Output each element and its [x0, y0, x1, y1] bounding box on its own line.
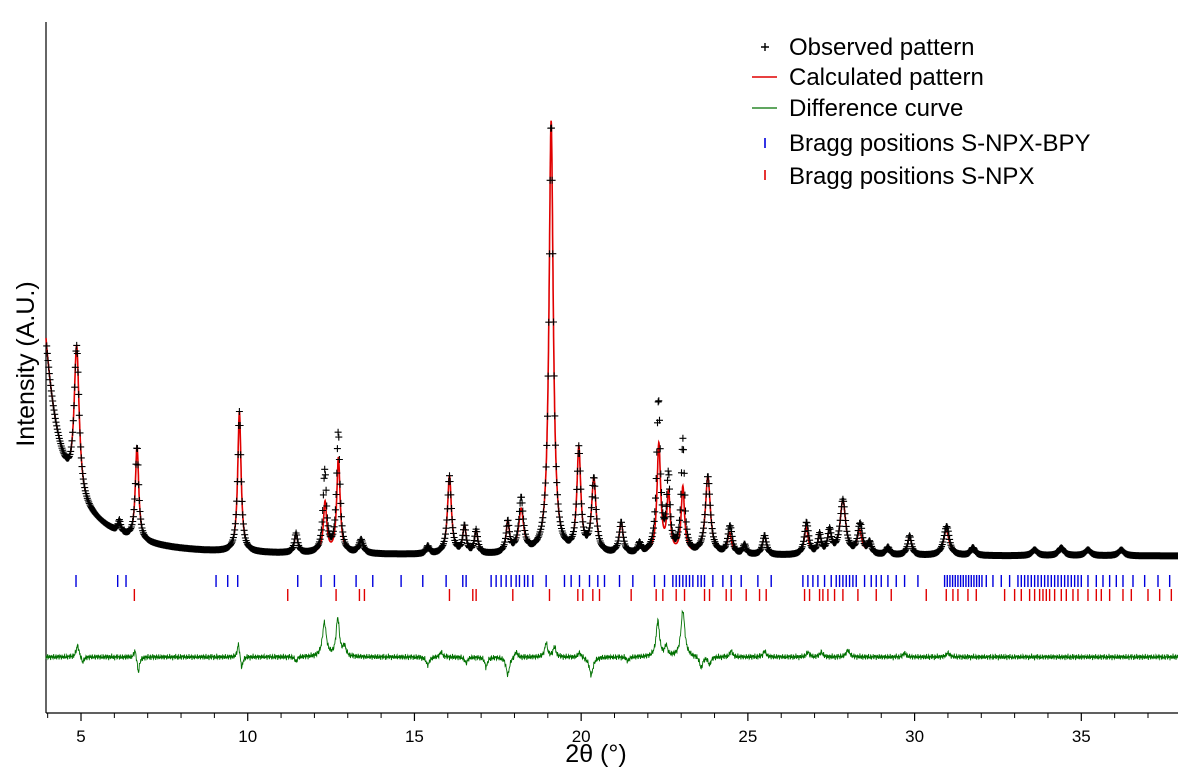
plot-frame [45, 22, 1178, 714]
x-tick-label: 20 [572, 727, 591, 746]
bragg-npx-ticks [133, 589, 1173, 601]
legend-entry-difference: Difference curve [752, 95, 963, 122]
legend: Observed pattern Calculated pattern Diff… [752, 34, 1090, 190]
legend-label-bragg-npx: Bragg positions S-NPX [789, 163, 1034, 190]
x-tick-label: 25 [738, 727, 757, 746]
series-difference-curve [45, 609, 1178, 678]
x-tick-label: 15 [405, 727, 424, 746]
legend-entry-observed: Observed pattern [761, 34, 974, 61]
legend-label-difference: Difference curve [789, 95, 963, 122]
bragg-bpy-ticks [75, 575, 1171, 587]
x-tick-label: 5 [76, 727, 85, 746]
x-ticks: 5 10 15 20 25 30 35 [47, 713, 1149, 746]
legend-marker-cross [761, 43, 769, 51]
x-tick-label: 35 [1072, 727, 1091, 746]
series-observed-pattern [43, 124, 1178, 560]
legend-label-observed: Observed pattern [789, 34, 974, 61]
legend-label-bragg-bpy: Bragg positions S-NPX-BPY [789, 130, 1090, 157]
legend-label-calculated: Calculated pattern [789, 64, 984, 91]
legend-entry-bragg-bpy: Bragg positions S-NPX-BPY [764, 130, 1090, 157]
x-axis-label: 2θ (°) [565, 740, 626, 768]
legend-entry-bragg-npx: Bragg positions S-NPX [764, 163, 1034, 190]
x-tick-label: 10 [238, 727, 257, 746]
y-axis-label: Intensity (A.U.) [12, 281, 40, 446]
legend-entry-calculated: Calculated pattern [752, 64, 984, 91]
x-tick-label: 30 [905, 727, 924, 746]
